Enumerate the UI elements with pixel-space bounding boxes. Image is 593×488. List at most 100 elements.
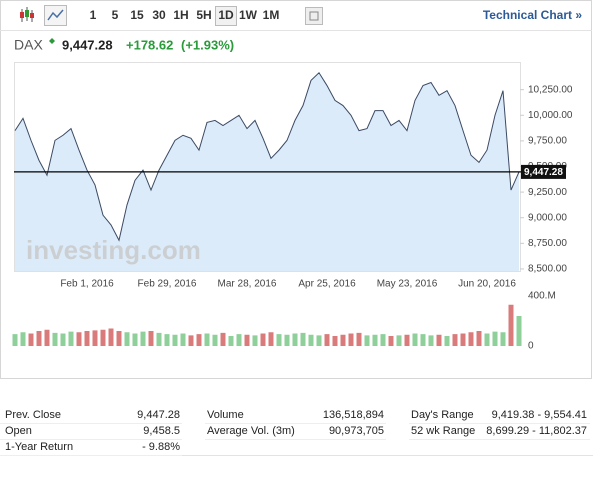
volume-bar (268, 332, 274, 346)
interval-button[interactable]: 1W (239, 8, 258, 22)
price-line (14, 71, 520, 242)
volume-bar (332, 336, 338, 346)
volume-bar (356, 332, 362, 346)
stat-label: Prev. Close (5, 409, 61, 421)
x-tick-label: Feb 29, 2016 (138, 279, 197, 290)
volume-bar (340, 334, 346, 346)
volume-bar (228, 336, 234, 346)
volume-bar (220, 332, 226, 346)
volume-bar (460, 333, 466, 346)
volume-bar (308, 334, 314, 346)
volume-bar (468, 332, 474, 346)
watermark: investing.com (26, 235, 201, 265)
volume-bar (260, 333, 266, 346)
volume-bar (476, 331, 482, 346)
volume-bar (68, 331, 74, 346)
interval-button[interactable]: 1 (90, 8, 97, 22)
volume-bar (44, 329, 50, 346)
volume-bar (324, 334, 330, 346)
volume-tick-label: 400.M (528, 291, 556, 302)
volume-bar (284, 334, 290, 346)
y-tick-label: 8,500.00 (528, 264, 567, 275)
stat-label: Open (5, 425, 32, 437)
volume-bar (60, 333, 66, 346)
volume-bar (492, 331, 498, 346)
stat-value: 90,973,705 (329, 425, 384, 437)
volume-bar (252, 335, 258, 346)
volume-bar (444, 336, 450, 346)
volume-bar (124, 332, 130, 346)
volume-bar (452, 334, 458, 346)
volume-bar (348, 333, 354, 346)
volume-bar (212, 334, 218, 346)
stat-value: 9,419.38 - 9,554.41 (492, 409, 587, 421)
volume-tick-label: 0 (528, 341, 534, 352)
y-tick-label: 10,000.00 (528, 110, 573, 121)
interval-button[interactable]: 5 (112, 8, 119, 22)
current-price-box (521, 164, 566, 179)
volume-bar (380, 334, 386, 346)
stat-value: - 9.88% (142, 441, 180, 453)
interval-button[interactable]: 30 (152, 8, 166, 22)
y-tick-label: 8,750.00 (528, 238, 567, 249)
stat-label: Volume (207, 409, 244, 421)
volume-bar (20, 332, 26, 346)
stat-value: 136,518,894 (323, 409, 384, 421)
stat-value: 8,699.29 - 11,802.37 (486, 425, 587, 437)
price: 9,447.28 (62, 37, 113, 52)
volume-bar (364, 335, 370, 346)
volume-bar (132, 333, 138, 346)
volume-bar (276, 334, 282, 346)
x-tick-label: May 23, 2016 (377, 279, 438, 290)
volume-bar (12, 334, 18, 346)
volume-bar (244, 334, 250, 346)
volume-bar (140, 331, 146, 346)
volume-bar (172, 334, 178, 346)
volume-bar (236, 334, 242, 346)
interval-button[interactable]: 1D (218, 8, 234, 22)
volume-bar (396, 335, 402, 346)
volume-bar (388, 336, 394, 346)
x-tick-label: Feb 1, 2016 (60, 279, 114, 290)
volume-bar (36, 331, 42, 346)
line-icon[interactable] (44, 5, 67, 26)
volume-bar (292, 333, 298, 346)
volume-bar (420, 334, 426, 346)
volume-bar (180, 333, 186, 346)
interval-button[interactable]: 5H (196, 8, 211, 22)
volume-bar (52, 332, 58, 346)
volume-bar (188, 335, 194, 346)
volume-bar (516, 316, 522, 346)
stat-label: 52 wk Range (411, 425, 475, 437)
volume-bar (156, 332, 162, 346)
current-price-label: 9,447.28 (524, 167, 563, 178)
change-percent: (+1.93%) (181, 37, 234, 52)
technical-chart-link[interactable]: Technical Chart » (483, 8, 582, 22)
x-tick-label: Mar 28, 2016 (218, 279, 277, 290)
volume-bar (164, 334, 170, 346)
volume-bar (372, 334, 378, 346)
volume-bar (108, 328, 114, 346)
interval-button[interactable]: 15 (130, 8, 144, 22)
volume-bar (500, 332, 506, 346)
x-tick-label: Jun 20, 2016 (458, 279, 516, 290)
interval-button[interactable]: 1M (263, 8, 280, 22)
y-tick-label: 10,250.00 (528, 84, 573, 95)
symbol: DAX (14, 37, 43, 53)
volume-bar (100, 329, 106, 346)
selected-interval (215, 6, 237, 26)
volume-bar (300, 332, 306, 346)
volume-bar (428, 335, 434, 346)
interval-button[interactable]: 1H (173, 8, 188, 22)
stat-label: 1-Year Return (5, 441, 73, 453)
x-tick-label: Apr 25, 2016 (298, 279, 356, 290)
volume-bar (92, 330, 98, 346)
stat-label: Day's Range (411, 409, 474, 421)
volume-bar (196, 334, 202, 346)
volume-bar (484, 333, 490, 346)
volume-bar (404, 334, 410, 346)
candle-icon[interactable] (20, 7, 34, 22)
settings-icon[interactable] (305, 7, 323, 25)
volume-bar (76, 332, 82, 346)
